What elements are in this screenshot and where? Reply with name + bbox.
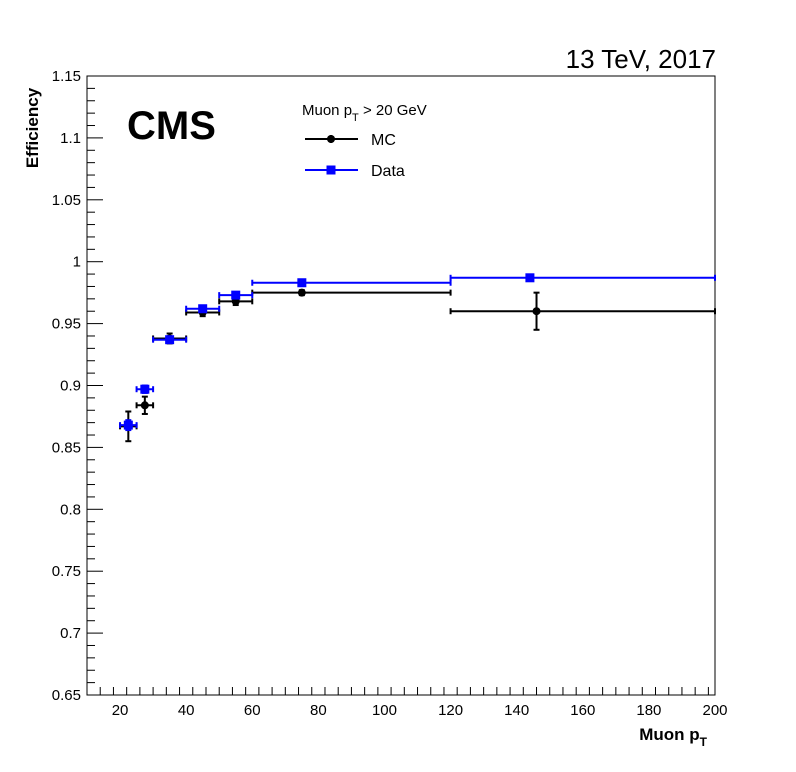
- data-point: [152, 335, 188, 345]
- data-point: [135, 384, 155, 394]
- y-tick-label: 0.85: [52, 439, 81, 456]
- legend-title: Muon pT > 20 GeV: [302, 102, 427, 124]
- data-marker: [198, 304, 208, 314]
- mc-point: [251, 288, 452, 297]
- cms-label: CMS: [127, 104, 216, 148]
- data-point: [185, 304, 221, 314]
- data-marker: [231, 290, 241, 300]
- data-marker: [297, 278, 307, 288]
- y-tick-label: 1.15: [52, 68, 81, 85]
- data-point: [251, 278, 452, 288]
- y-tick-label: 0.8: [60, 501, 81, 518]
- y-axis-label: Efficiency: [23, 87, 42, 168]
- legend-entry-data: Data: [305, 163, 405, 180]
- legend-title-rest: > 20 GeV: [359, 102, 427, 119]
- x-tick-label: 140: [504, 702, 529, 719]
- legend-label: Data: [371, 163, 405, 180]
- x-axis-label-main: Muon p: [639, 725, 699, 744]
- energy-label: 13 TeV, 2017: [565, 44, 716, 74]
- y-tick-label: 1.05: [52, 192, 81, 209]
- data-marker: [140, 384, 150, 394]
- data-point: [119, 419, 138, 432]
- legend-entry-mc: MC: [305, 132, 396, 149]
- y-tick-label: 0.95: [52, 316, 81, 333]
- x-tick-label: 20: [112, 702, 129, 719]
- x-tick-label: 40: [178, 702, 195, 719]
- x-tick-label: 160: [570, 702, 595, 719]
- x-axis-label-sub: T: [700, 735, 708, 749]
- legend-title-sub: T: [352, 112, 359, 124]
- axis-ticks-layer: 20 40 60 80 100 120 140 160 180 200 0.65 0.7 0.75 0.8…: [52, 68, 728, 719]
- mc-point: [449, 291, 716, 331]
- data-marker: [123, 420, 133, 430]
- x-tick-label: 180: [636, 702, 661, 719]
- legend: Muon pT > 20 GeV MC Data: [302, 102, 427, 180]
- data-points-layer: [119, 273, 716, 443]
- data-marker: [165, 335, 175, 345]
- y-tick-label: 0.65: [52, 687, 81, 704]
- legend-entries: MC Data: [305, 132, 405, 180]
- data-point: [449, 273, 716, 283]
- y-tick-label: 1.1: [60, 130, 81, 147]
- legend-marker: [327, 135, 335, 143]
- x-tick-label: 80: [310, 702, 327, 719]
- mc-marker: [140, 401, 149, 410]
- mc-point: [135, 395, 155, 415]
- data-marker: [525, 273, 535, 283]
- y-tick-label: 0.9: [60, 378, 81, 395]
- legend-title-main: Muon p: [302, 102, 352, 119]
- x-tick-label: 120: [438, 702, 463, 719]
- legend-marker: [326, 165, 336, 175]
- x-tick-label: 100: [372, 702, 397, 719]
- x-tick-label: 60: [244, 702, 261, 719]
- y-tick-label: 0.7: [60, 625, 81, 642]
- y-tick-label: 1: [73, 254, 81, 271]
- data-point: [218, 290, 254, 300]
- legend-label: MC: [371, 132, 396, 149]
- mc-marker: [297, 288, 306, 297]
- mc-marker: [532, 307, 541, 316]
- y-tick-label: 0.75: [52, 563, 81, 580]
- x-tick-label: 200: [702, 702, 727, 719]
- x-axis-label: Muon pT: [639, 725, 707, 749]
